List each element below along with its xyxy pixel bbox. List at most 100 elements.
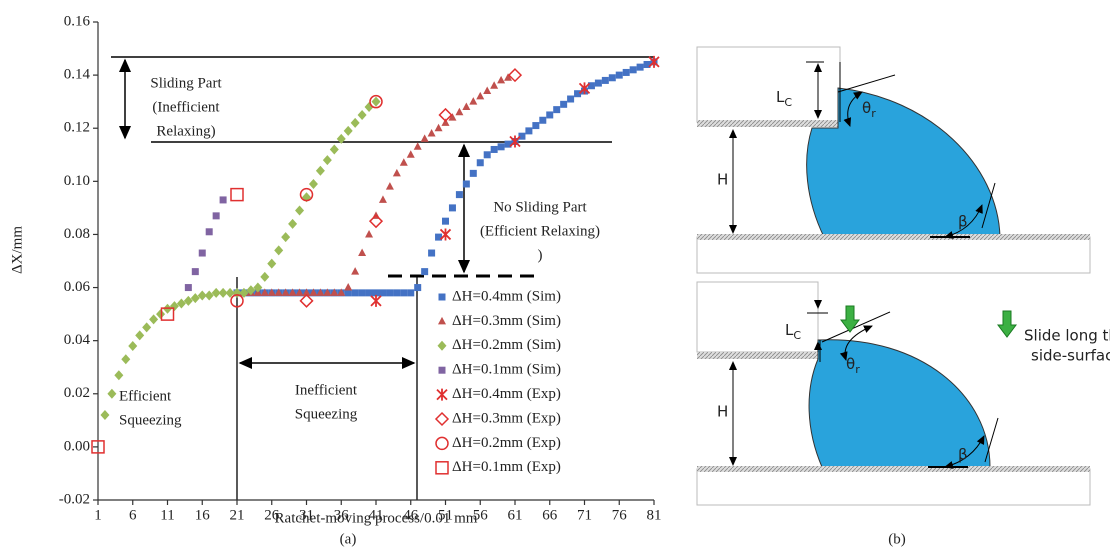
annotation: (Inefficient <box>152 99 220 115</box>
point <box>648 55 660 68</box>
point <box>281 288 290 296</box>
point <box>198 249 206 257</box>
point <box>483 151 491 159</box>
annotation-shapes <box>111 56 654 500</box>
annotation: Relaxing) <box>156 123 215 139</box>
point <box>469 97 478 105</box>
point <box>230 187 244 202</box>
point <box>114 370 124 381</box>
diagram <box>696 46 1091 506</box>
point <box>149 314 159 325</box>
point <box>323 288 332 296</box>
point <box>107 388 117 399</box>
point <box>448 204 456 212</box>
point <box>421 268 429 276</box>
legend-marker <box>435 436 449 451</box>
point <box>191 268 199 276</box>
point <box>183 295 193 306</box>
point <box>546 111 554 119</box>
point <box>308 178 318 189</box>
point <box>462 180 470 188</box>
x-tick-label: 16 <box>195 507 211 523</box>
lc-label: LC <box>776 88 792 110</box>
point <box>553 106 561 114</box>
point <box>315 165 325 176</box>
point <box>288 288 297 296</box>
point <box>594 79 602 87</box>
point <box>351 289 359 297</box>
legend-label: ΔH=0.3mm (Exp) <box>452 410 561 426</box>
point <box>329 144 339 155</box>
point <box>438 107 453 123</box>
point <box>504 73 513 81</box>
point <box>230 294 244 308</box>
point <box>601 76 609 84</box>
y-axis-label: ΔX/mm <box>9 226 25 274</box>
point <box>100 410 110 421</box>
y-tick-label: 0.02 <box>64 385 90 401</box>
point <box>239 287 249 298</box>
x-tick-label: 41 <box>369 507 384 523</box>
annotation: Squeezing <box>119 412 182 428</box>
legend-label: ΔH=0.4mm (Sim) <box>452 288 561 304</box>
point <box>476 159 484 167</box>
legend-label: ΔH=0.1mm (Exp) <box>452 459 561 475</box>
point <box>469 169 477 177</box>
point <box>379 289 387 297</box>
point <box>225 287 235 298</box>
point <box>336 133 346 144</box>
y-tick-label: 0.12 <box>64 120 90 136</box>
annotation: ) <box>538 247 543 263</box>
point <box>608 74 616 82</box>
point <box>574 90 582 98</box>
annotation: (Efficient Relaxing) <box>480 223 600 239</box>
point <box>372 289 380 297</box>
legend-label: ΔH=0.3mm (Sim) <box>452 313 561 329</box>
point <box>629 66 637 74</box>
point <box>407 289 415 297</box>
x-tick-label: 81 <box>647 507 662 523</box>
point <box>260 288 269 296</box>
point <box>578 82 591 95</box>
caption-b: (b) <box>888 531 906 547</box>
point <box>267 258 277 269</box>
point <box>281 232 291 243</box>
point <box>322 155 332 166</box>
point <box>316 288 325 296</box>
point <box>357 109 367 120</box>
point <box>414 284 422 292</box>
point <box>128 340 138 351</box>
point <box>156 309 166 320</box>
point <box>358 248 367 257</box>
point <box>212 212 220 220</box>
point <box>378 195 387 203</box>
point <box>309 288 318 296</box>
point <box>142 322 152 333</box>
caption-a: (a) <box>340 531 357 547</box>
legend-marker <box>435 461 449 475</box>
x-tick-label: 1 <box>94 507 102 523</box>
legend-label: ΔH=0.2mm (Exp) <box>452 435 561 451</box>
point <box>295 205 305 216</box>
x-tick-label: 66 <box>542 507 558 523</box>
point <box>337 288 346 296</box>
point <box>448 113 457 121</box>
point <box>343 125 353 136</box>
legend-label: ΔH=0.1mm (Sim) <box>452 362 561 378</box>
legend-marker <box>438 366 446 374</box>
point <box>507 68 523 83</box>
point <box>567 95 575 103</box>
point <box>393 289 401 297</box>
h-label: H <box>717 403 728 421</box>
x-tick-label: 56 <box>473 507 489 523</box>
point <box>299 187 314 202</box>
x-tick-label: 76 <box>612 507 628 523</box>
y-tick-label: 0.10 <box>64 173 90 189</box>
point <box>392 168 401 177</box>
point <box>204 290 214 301</box>
point <box>368 214 384 229</box>
point <box>135 330 145 341</box>
point <box>267 288 276 296</box>
point <box>399 158 408 166</box>
legend-marker <box>438 316 446 325</box>
